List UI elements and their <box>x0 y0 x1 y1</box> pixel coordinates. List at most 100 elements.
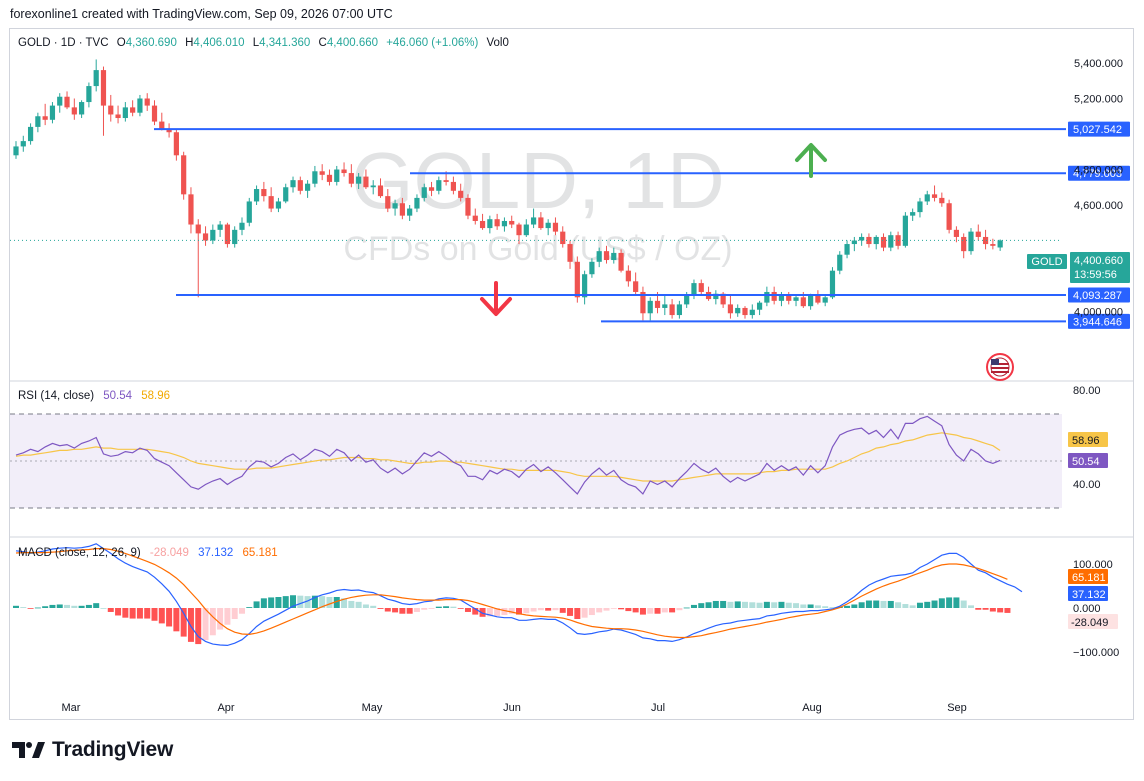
macd-histogram-bar <box>938 598 945 608</box>
candle <box>786 291 792 305</box>
level-label: 3,944.646 <box>1073 316 1122 328</box>
macd-histogram-bar <box>800 604 807 608</box>
candle <box>538 212 544 230</box>
macd-histogram-bar <box>1004 608 1011 613</box>
candle <box>749 304 755 319</box>
month-label: Aug <box>802 702 822 714</box>
macd-histogram-bar <box>989 608 996 612</box>
rsi-title: RSI (14, close) <box>18 390 94 402</box>
price-tick: 4,600.000 <box>1074 200 1123 212</box>
macd-histogram-bar <box>559 608 566 613</box>
macd-value-badge[interactable]: 37.132 <box>1068 586 1108 601</box>
macd-histogram-bar <box>902 604 909 608</box>
macd-histogram-bar <box>873 600 880 608</box>
last-price-badge[interactable]: 4,400.660 13:59:56 <box>1070 252 1130 283</box>
candle <box>968 228 974 255</box>
macd-histogram-bar <box>690 604 697 608</box>
candle <box>545 219 551 236</box>
macd-histogram-bar <box>246 607 253 608</box>
candle <box>501 217 508 232</box>
macd-histogram-bar <box>100 608 107 609</box>
macd-signal-badge[interactable]: 65.181 <box>1068 569 1108 584</box>
macd-histogram-bar <box>851 604 858 608</box>
tradingview-footer[interactable]: TradingView <box>12 738 173 762</box>
candle <box>793 295 799 307</box>
time-axis[interactable]: Mar Apr May Jun Jul Aug Sep <box>62 702 967 714</box>
level-lines[interactable]: 5,027.542 4,779.003 4,093.287 3,944.646 <box>154 121 1130 329</box>
candle <box>530 208 537 229</box>
candle <box>326 169 333 186</box>
rsi-pane[interactable] <box>15 415 1001 495</box>
macd-histogram-bar <box>698 603 705 608</box>
macd-histogram-bar <box>42 606 49 608</box>
macd-hist-badge[interactable]: -28.049 <box>1068 614 1118 629</box>
macd-histogram-bar <box>603 608 610 611</box>
us-flag-icon[interactable] <box>986 353 1014 381</box>
macd-histogram-bar <box>763 601 770 608</box>
macd-histogram-bar <box>93 603 100 608</box>
macd-histogram-bar <box>355 601 362 608</box>
candle <box>888 231 894 252</box>
candle <box>137 94 143 117</box>
candle <box>253 185 260 205</box>
candle <box>735 304 741 317</box>
macd-histogram-bar <box>683 607 690 609</box>
macd-histogram-bar <box>173 608 180 632</box>
rsi-value-badge[interactable]: 50.54 <box>1068 453 1108 468</box>
macd-histogram-bar <box>20 607 27 608</box>
macd-histogram-bar <box>771 602 778 608</box>
candle <box>268 187 274 213</box>
macd-pane[interactable] <box>13 543 1023 647</box>
macd-histogram-bar <box>785 602 792 608</box>
macd-histogram-bar <box>931 600 938 608</box>
level-badge[interactable] <box>1068 121 1130 137</box>
macd-histogram-bar <box>464 608 471 612</box>
candle <box>990 238 996 250</box>
macd-tick-100: 100.000 <box>1073 559 1113 571</box>
candle <box>224 222 231 248</box>
candle <box>808 293 814 310</box>
candle <box>997 239 1003 251</box>
candle <box>232 226 238 248</box>
candle <box>910 208 916 221</box>
macd-histogram-bar <box>822 606 829 608</box>
candle <box>151 100 158 126</box>
macd-histogram-bar <box>669 608 676 613</box>
macd-histogram-bar <box>975 608 982 610</box>
level-badge[interactable] <box>1068 287 1130 303</box>
macd-histogram-bar <box>895 602 902 608</box>
candle-series <box>13 59 1003 321</box>
macd-tick-0: 0.000 <box>1073 603 1101 615</box>
arrow-up-icon[interactable] <box>795 143 827 178</box>
macd-histogram-bar <box>392 608 399 613</box>
candle <box>356 173 362 190</box>
macd-histogram-bar <box>71 605 78 608</box>
level-badge[interactable] <box>1068 165 1130 181</box>
candle <box>603 245 610 264</box>
macd-histogram-bar <box>661 608 668 613</box>
level-badge[interactable] <box>1068 313 1130 329</box>
candle <box>108 94 114 122</box>
macd-histogram-bar <box>844 605 851 608</box>
macd-histogram-bar <box>268 597 275 608</box>
macd-histogram-bar <box>654 608 661 614</box>
arrow-down-icon[interactable] <box>480 281 512 316</box>
macd-line <box>15 543 1023 647</box>
candle <box>421 183 427 202</box>
candle <box>348 164 354 188</box>
candle <box>618 249 624 273</box>
candle <box>691 279 697 300</box>
macd-histogram-bar <box>865 600 872 608</box>
candle <box>86 82 92 108</box>
rsi-ma-badge[interactable]: 58.96 <box>1068 432 1108 447</box>
candle <box>465 194 471 220</box>
macd-histogram-bar <box>537 608 544 611</box>
macd-tick-minus-100: −100.000 <box>1073 647 1119 659</box>
candle <box>494 213 500 230</box>
macd-histogram-bar <box>530 608 537 612</box>
symbol-badge[interactable]: GOLD <box>1027 254 1067 269</box>
macd-histogram-bar <box>49 604 56 608</box>
macd-legend: MACD (close, 12, 26, 9) -28.049 37.132 6… <box>18 547 278 559</box>
macd-histogram-bar <box>253 601 260 608</box>
